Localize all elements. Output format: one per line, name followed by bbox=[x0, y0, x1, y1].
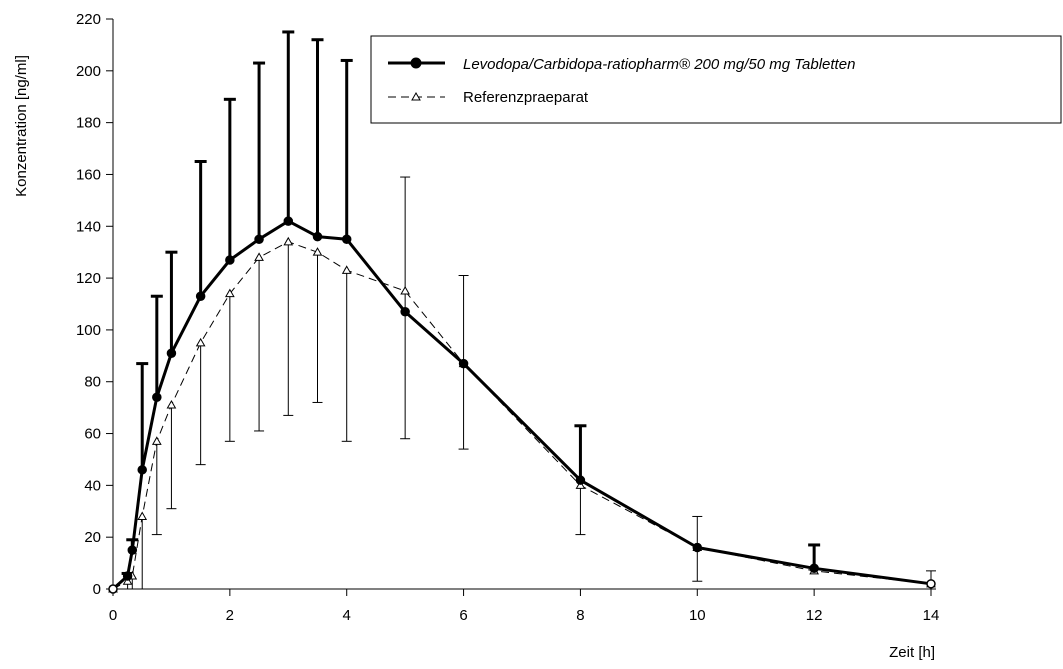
y-tick-label-5: 100 bbox=[76, 322, 101, 339]
legend-marker-series-2 bbox=[411, 91, 421, 101]
x-tick-label-3: 6 bbox=[459, 607, 467, 624]
point-circle-s1-3 bbox=[137, 465, 147, 475]
point-circle-s1-2 bbox=[127, 545, 138, 555]
x-tick-label-1: 2 bbox=[226, 607, 234, 624]
legend-marker-series-1 bbox=[410, 57, 422, 69]
point-triangle-s2-6 bbox=[195, 337, 206, 347]
legend-label-series-1: Levodopa/Carbidopa-ratiopharm® 200 mg/50… bbox=[463, 56, 855, 73]
x-tick-label-2: 4 bbox=[343, 607, 351, 624]
point-circle-s1-1 bbox=[122, 571, 133, 581]
point-triangle-s2-10 bbox=[312, 247, 323, 256]
x-tick-label-0: 0 bbox=[109, 607, 117, 624]
point-circle-s1-9 bbox=[283, 216, 294, 226]
y-axis-title: Konzentration [ng/ml] bbox=[13, 55, 30, 197]
y-tick-label-1: 20 bbox=[84, 529, 101, 546]
series-lines-group bbox=[112, 219, 932, 591]
legend-box bbox=[370, 35, 1062, 124]
tick-labels-group: 0 20 40 60 80 100 120 140 160 180 200 220 0 2 4 6 8 10 12 1… bbox=[76, 11, 939, 624]
point-circle-s1-12 bbox=[400, 307, 410, 317]
y-tick-label-8: 160 bbox=[76, 166, 101, 183]
point-triangle-s2-9 bbox=[283, 236, 294, 246]
point-circle-s1-13 bbox=[458, 358, 469, 369]
x-tick-label-4: 8 bbox=[576, 607, 584, 624]
point-circle-s1-8 bbox=[254, 234, 264, 244]
axes-group bbox=[106, 18, 932, 596]
point-triangle-s2-5 bbox=[166, 400, 177, 409]
y-tick-label-7: 140 bbox=[76, 218, 101, 235]
point-triangle-s2-4 bbox=[151, 436, 162, 445]
legend: Levodopa/Carbidopa-ratiopharm® 200 mg/50… bbox=[370, 35, 1062, 124]
x-tick-label-7: 14 bbox=[923, 607, 940, 624]
y-tick-label-11: 220 bbox=[76, 11, 101, 28]
x-tick-label-6: 12 bbox=[806, 607, 823, 624]
point-circle-s1-7 bbox=[225, 255, 235, 265]
point-circle-s1-14 bbox=[575, 475, 586, 485]
point-circle-s1-17 bbox=[926, 579, 936, 589]
x-axis-title: Zeit [h] bbox=[889, 644, 935, 661]
x-tick-label-5: 10 bbox=[689, 607, 706, 624]
y-tick-label-2: 40 bbox=[84, 477, 101, 494]
y-tick-label-0: 0 bbox=[93, 581, 101, 598]
point-circle-s1-4 bbox=[152, 392, 162, 403]
point-circle-s1-6 bbox=[195, 291, 206, 301]
series-line-1 bbox=[112, 219, 932, 591]
series-line-2 bbox=[112, 241, 932, 590]
point-circle-s1-5 bbox=[166, 348, 177, 358]
point-circle-s1-16 bbox=[809, 563, 819, 574]
y-tick-label-9: 180 bbox=[76, 115, 101, 132]
point-triangle-s2-12 bbox=[400, 286, 411, 295]
y-tick-label-3: 60 bbox=[84, 426, 101, 443]
y-tick-label-6: 120 bbox=[76, 270, 101, 287]
point-triangle-s2-11 bbox=[341, 265, 352, 274]
markers-group bbox=[108, 216, 936, 594]
point-triangle-s2-7 bbox=[224, 288, 235, 298]
y-tick-label-4: 80 bbox=[84, 374, 101, 391]
legend-label-series-2: Referenzpraeparat bbox=[463, 89, 589, 106]
y-tick-label-10: 200 bbox=[76, 63, 101, 80]
point-circle-s1-10 bbox=[312, 231, 323, 242]
point-circle-s1-11 bbox=[341, 234, 352, 244]
point-triangle-s2-3 bbox=[137, 511, 148, 520]
point-triangle-s2-8 bbox=[254, 252, 264, 261]
point-circle-s1-15 bbox=[692, 542, 703, 553]
point-circle-s1-0 bbox=[108, 584, 118, 594]
